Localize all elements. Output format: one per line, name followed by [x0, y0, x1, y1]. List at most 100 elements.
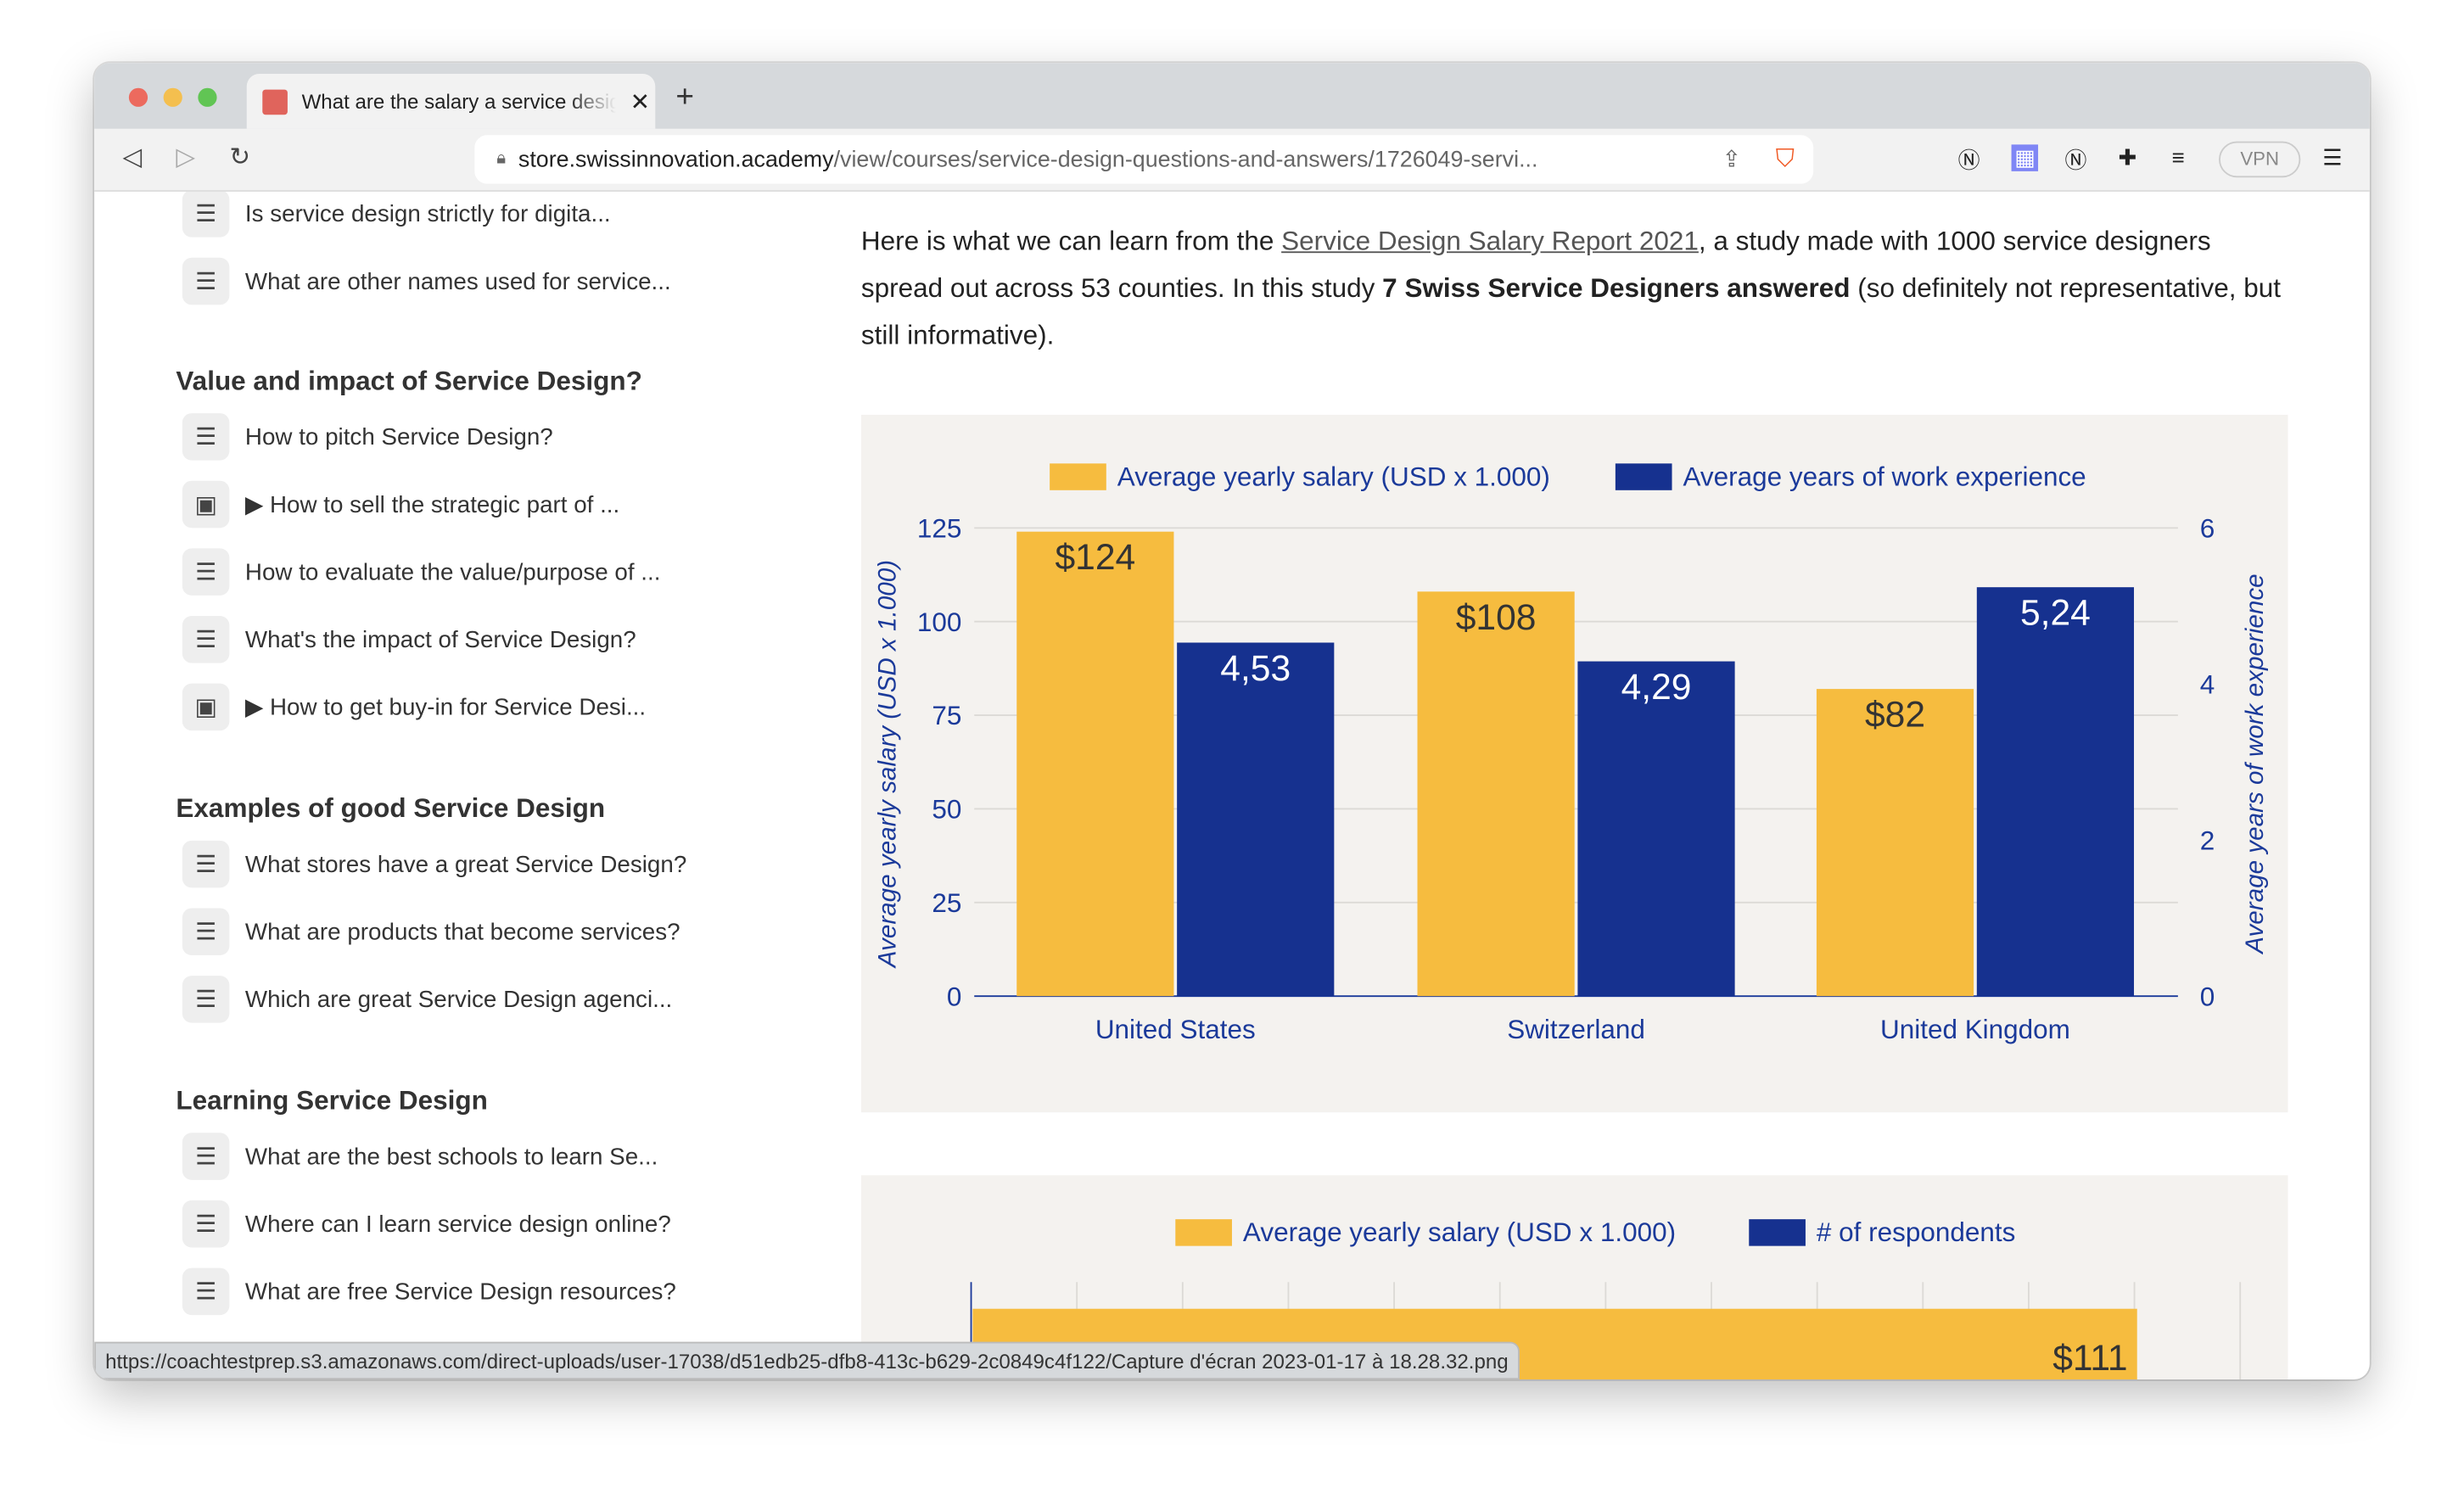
intro-paragraph: Here is what we can learn from the Servi… — [861, 218, 2299, 360]
tab-title: What are the salary a service designer — [301, 89, 616, 114]
list-icon: ☰ — [182, 1133, 230, 1180]
legend-label: Average yearly salary (USD x 1.000) — [1117, 462, 1550, 491]
list-icon: ☰ — [182, 257, 230, 305]
intro-text: (so definitely not representative, but s… — [860, 273, 2282, 350]
list-icon: ☰ — [182, 413, 230, 461]
sidebar-item-label: What's the impact of Service Design? — [244, 626, 636, 653]
y-tick-label: 75 — [932, 701, 961, 730]
sidebar-item-label: What are the best schools to learn Se... — [244, 1143, 658, 1170]
brave-shield-icon[interactable]: ⛉ — [1775, 145, 1795, 172]
share-icon[interactable]: ⇪ — [1722, 147, 1741, 172]
list-icon: ☰ — [182, 1200, 230, 1248]
sidebar-item[interactable]: ☰ What are products that become services? — [182, 908, 680, 956]
sidebar-item-label: Is service design strictly for digita... — [244, 200, 611, 227]
intro-bold: 7 Swiss Service Designers answered — [1382, 273, 1851, 304]
bar-salary — [1816, 689, 1974, 997]
sidebar-item[interactable]: ☰ What are other names used for service..… — [182, 257, 671, 305]
browser-tab[interactable]: What are the salary a service designer ✕ — [246, 74, 656, 129]
page-content: ☰ Is service design strictly for digita..… — [94, 191, 2370, 1380]
intro-text: Here is what we can learn from the — [860, 226, 1282, 256]
bar-data-label: $124 — [1055, 537, 1135, 578]
lock-icon: 🔒︎ — [496, 148, 507, 169]
sidebar-item[interactable]: ▣ ▶ How to sell the strategic part of ... — [182, 480, 620, 529]
legend-swatch-salary — [1175, 1219, 1232, 1246]
legend-swatch-respondents — [1749, 1219, 1806, 1246]
bar-experience — [1577, 661, 1735, 997]
forward-icon[interactable]: ▷ — [176, 144, 196, 171]
y2-tick-label: 6 — [2200, 513, 2215, 543]
sidebar-item[interactable]: ☰ Where can I learn service design online… — [182, 1200, 671, 1248]
playlist-icon[interactable]: ≡ — [2171, 144, 2185, 171]
notion-extension-icon[interactable]: Ⓝ — [1957, 148, 1980, 173]
address-bar[interactable]: 🔒︎ store.swissinnovation.academy/view/co… — [474, 135, 1814, 184]
vpn-button[interactable]: VPN — [2219, 141, 2301, 178]
video-icon: ▣ — [182, 480, 230, 529]
list-icon: ☰ — [182, 1267, 230, 1316]
sidebar-item[interactable]: ☰ Is service design strictly for digita..… — [182, 191, 611, 238]
y2-tick-label: 4 — [2200, 669, 2215, 699]
tab-bar: What are the salary a service designer ✕… — [94, 63, 2370, 129]
menu-icon[interactable]: ☰ — [2322, 144, 2343, 171]
y-tick-label: 125 — [917, 513, 962, 543]
y-tick-label: 25 — [932, 888, 961, 918]
bar-data-label: $82 — [1865, 695, 1925, 736]
sidebar-section-title: Examples of good Service Design — [176, 793, 606, 824]
video-icon: ▣ — [182, 683, 230, 731]
x-tick-label: United Kingdom — [1880, 1015, 2070, 1044]
y-tick-label: 100 — [917, 607, 962, 637]
puzzle-icon[interactable]: ✚ — [2118, 144, 2137, 171]
legend-label: Average years of work experience — [1683, 462, 2086, 491]
y-tick-label: 0 — [947, 982, 962, 1011]
list-icon: ☰ — [182, 548, 230, 596]
sidebar-item[interactable]: ☰ What are free Service Design resources? — [182, 1267, 676, 1316]
list-icon: ☰ — [182, 615, 230, 663]
sidebar-item[interactable]: ☰ What stores have a great Service Design… — [182, 840, 686, 888]
list-icon: ☰ — [182, 840, 230, 888]
bar-data-label: $108 — [1456, 597, 1537, 638]
list-icon: ☰ — [182, 191, 230, 238]
x-tick-label: Switzerland — [1507, 1015, 1645, 1044]
sidebar-section-title: Learning Service Design — [176, 1085, 488, 1116]
favicon-icon — [262, 88, 288, 115]
list-icon: ☰ — [182, 908, 230, 956]
sidebar-item[interactable]: ☰ What's the impact of Service Design? — [182, 615, 636, 663]
salary-report-link[interactable]: Service Design Salary Report 2021 — [1281, 226, 1699, 256]
close-tab-icon[interactable]: ✕ — [630, 88, 650, 116]
extension-n-icon[interactable]: Ⓝ — [2064, 148, 2087, 173]
y2-tick-label: 2 — [2200, 825, 2215, 855]
new-tab-button[interactable]: + — [675, 80, 695, 115]
legend-swatch-salary — [1050, 463, 1106, 490]
reload-icon[interactable]: ↻ — [229, 144, 251, 171]
y-axis-title: Average yearly salary (USD x 1.000) — [874, 560, 902, 969]
sidebar-item-label: How to evaluate the value/purpose of ... — [244, 558, 661, 585]
browser-window: What are the salary a service designer ✕… — [94, 63, 2370, 1380]
intro-text: , a study made with 1000 service designe… — [860, 226, 2211, 304]
bar-experience — [1177, 642, 1335, 997]
sidebar-item[interactable]: ☰ How to pitch Service Design? — [182, 413, 553, 461]
bar-data-label: 4,53 — [1220, 648, 1291, 689]
close-window-button[interactable] — [128, 87, 148, 107]
sidebar-item-label: Which are great Service Design agenci... — [244, 986, 673, 1013]
extension-icon[interactable]: ▦ — [2011, 144, 2039, 171]
back-icon[interactable]: ◁ — [122, 144, 143, 171]
sidebar-item[interactable]: ☰ How to evaluate the value/purpose of ..… — [182, 548, 661, 596]
maximize-window-button[interactable] — [198, 87, 217, 107]
minimize-window-button[interactable] — [163, 87, 182, 107]
sidebar-item[interactable]: ☰ What are the best schools to learn Se..… — [182, 1133, 658, 1180]
y-tick-label: 50 — [932, 795, 961, 825]
bar-data-label: 5,24 — [2020, 593, 2091, 634]
sidebar-item-label: ▶ How to sell the strategic part of ... — [244, 491, 620, 519]
x-tick-label: United States — [1095, 1015, 1256, 1044]
sidebar-item[interactable]: ▣ ▶ How to get buy-in for Service Desi... — [182, 683, 647, 731]
bar-data-label: 4,29 — [1621, 667, 1692, 708]
sidebar-item-label: Where can I learn service design online? — [244, 1210, 671, 1238]
url-host: store.swissinnovation.academy — [518, 147, 834, 172]
sidebar-item-label: What are other names used for service... — [244, 267, 671, 295]
y2-tick-label: 0 — [2200, 982, 2215, 1011]
sidebar-item[interactable]: ☰ Which are great Service Design agenci..… — [182, 976, 672, 1023]
sidebar-item-label: How to pitch Service Design? — [244, 423, 553, 450]
bar-data-label: $111 — [2052, 1338, 2127, 1379]
legend-label: # of respondents — [1817, 1217, 2015, 1247]
sidebar-item-label: What are products that become services? — [244, 918, 680, 945]
sidebar-item-label: ▶ How to get buy-in for Service Desi... — [244, 694, 647, 722]
